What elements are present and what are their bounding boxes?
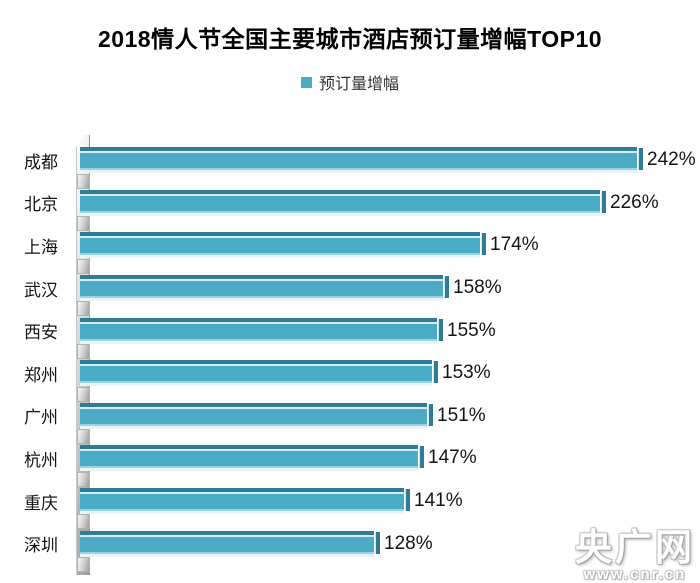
bar-wrap: 141% [80,488,700,515]
bar[interactable] [80,189,606,216]
bar-wrap: 158% [80,275,700,302]
bar-wrap: 151% [80,402,700,429]
bar-wrap: 153% [80,360,700,387]
bar-wrap: 242% [80,147,700,174]
legend-swatch-icon [300,76,312,88]
value-label: 155% [447,319,496,341]
category-label: 武汉 [24,280,58,300]
category-label: 广州 [24,408,58,428]
category-label: 郑州 [24,365,58,385]
category-label: 杭州 [24,450,58,470]
chart-title: 2018情人节全国主要城市酒店预订量增幅TOP10 [97,26,603,52]
bar-rows: 成都 242% 北京 226% 上海 174% 武汉 158% 西安 155% 郑州 153% 广州 15… [0,139,700,572]
bar[interactable] [80,488,410,515]
bar-row: 北京 226% [0,182,700,231]
value-label: 158% [453,277,502,299]
bar[interactable] [80,402,433,429]
legend: 预订量增幅 [0,70,700,94]
bar-row: 杭州 147% [0,437,700,487]
bar[interactable] [80,360,438,387]
category-label: 北京 [24,195,58,215]
category-label: 上海 [24,237,58,257]
bar[interactable] [80,232,486,259]
value-label: 242% [647,149,696,171]
category-label: 西安 [24,323,58,343]
bar-wrap: 226% [80,189,700,216]
category-label: 重庆 [24,493,58,513]
bar[interactable] [80,317,443,344]
bar[interactable] [80,445,424,472]
bar-row: 郑州 153% [0,352,700,402]
bar-row: 成都 242% [0,139,700,189]
bar[interactable] [80,275,449,302]
bar-row: 西安 155% [0,309,700,359]
value-label: 147% [428,447,477,469]
watermark-url: www.cnr.cn [583,566,687,583]
value-label: 151% [437,404,486,426]
value-label: 153% [442,362,491,384]
category-label: 成都 [24,152,58,172]
value-label: 226% [610,191,659,213]
bar-wrap: 128% [80,530,700,557]
bar[interactable] [80,147,643,174]
bar-row: 深圳 128% [0,522,700,572]
value-label: 128% [384,532,433,554]
watermark-brand: 央广网 [575,527,695,568]
bar[interactable] [80,530,380,557]
plot-area: 成都 242% 北京 226% 上海 174% 武汉 158% 西安 155% 郑州 153% 广州 15… [0,135,700,575]
bar-wrap: 174% [80,232,700,259]
watermark: 央广网 www.cnr.cn [575,529,695,582]
bar-row: 上海 174% [0,224,700,274]
legend-label: 预订量增幅 [318,76,399,93]
value-label: 141% [414,490,463,512]
bar-row: 广州 151% [0,395,700,444]
value-label: 174% [490,234,539,256]
bar-row: 武汉 158% [0,267,700,316]
bar-wrap: 147% [80,445,700,472]
category-label: 深圳 [24,536,58,556]
bar-wrap: 155% [80,317,700,344]
bar-row: 重庆 141% [0,480,700,529]
